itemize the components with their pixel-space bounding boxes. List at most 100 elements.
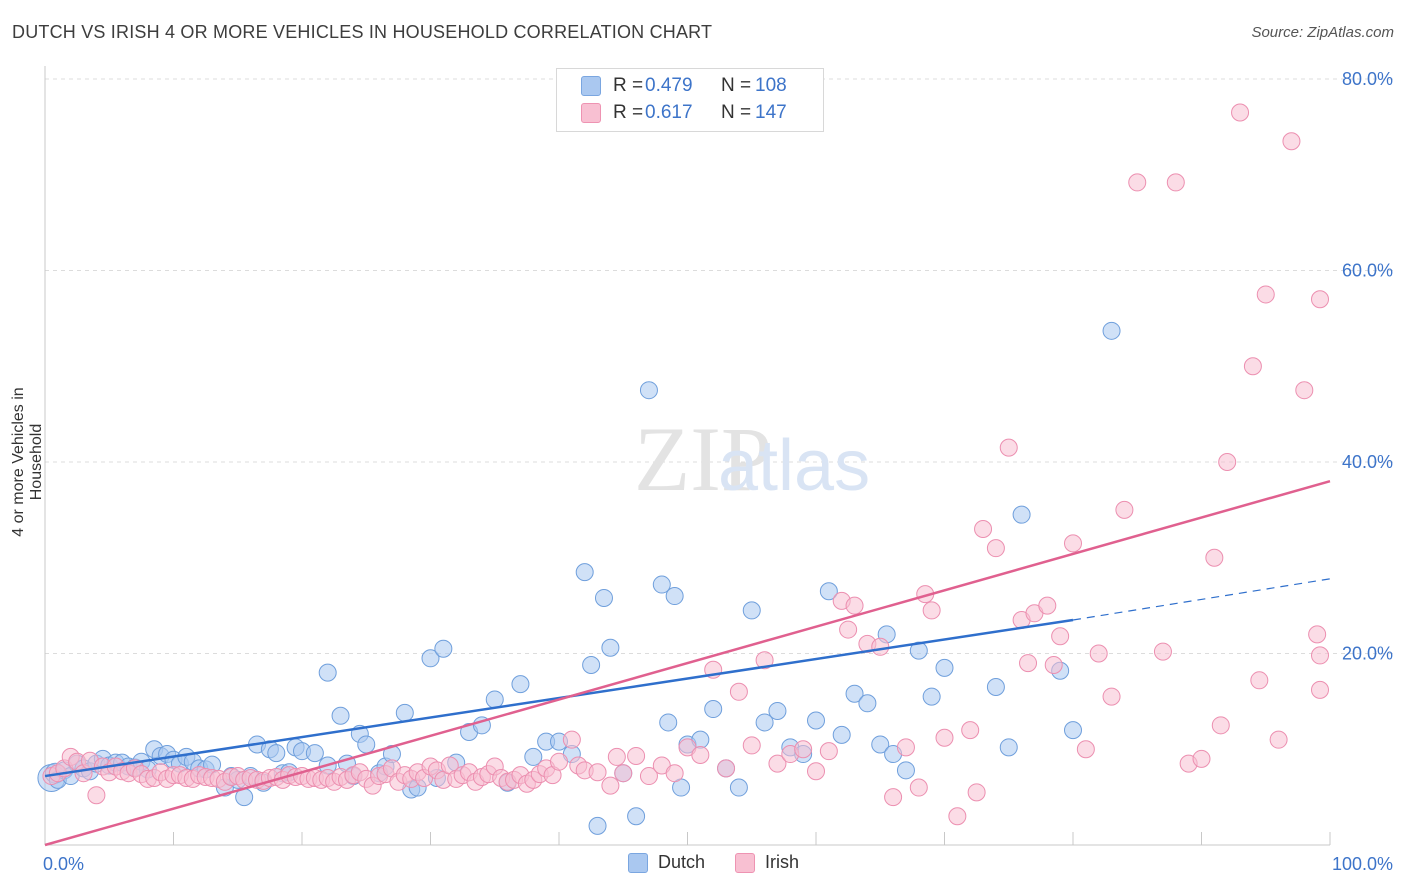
irish-point [729,682,748,701]
irish-point [87,786,106,805]
dutch-point [909,641,928,660]
legend-swatch-irish [581,103,601,123]
dutch-point [594,588,613,607]
dutch-point [305,744,324,763]
irish-point [691,745,710,764]
irish-point [839,620,858,639]
irish-point [896,738,915,757]
irish-point [550,752,568,771]
series-legend-irish[interactable]: Irish [735,852,799,873]
irish-point [755,651,774,670]
dutch-point [819,582,838,601]
legend-r-value: 0.617 [645,102,693,123]
legend-row-dutch: R = 0.479 N = 108 [581,74,787,98]
irish-point [1166,173,1185,192]
dutch-point [729,778,748,797]
dutch-point [1064,721,1082,740]
irish-point [1308,625,1327,644]
irish-point [948,807,967,826]
dutch-point [331,706,350,725]
legend-n-label: N = [721,102,752,123]
legend-r-value: 0.479 [645,75,693,96]
dutch-point [755,713,774,732]
irish-point [922,601,941,620]
chart-title: DUTCH VS IRISH 4 OR MORE VEHICLES IN HOU… [12,22,713,42]
irish-point [607,747,626,766]
watermark-zip: ZIP [634,408,772,510]
dutch-point [1102,321,1121,340]
legend-n-label: N = [721,75,752,96]
irish-point [871,637,890,656]
series-swatch-dutch [628,852,648,873]
dutch-point [858,694,877,713]
legend-n-value: 108 [755,75,787,96]
dutch-point [652,575,671,594]
irish-point [1205,548,1224,567]
dutch-point [896,761,915,780]
dutch-point [807,711,825,730]
irish-point [601,776,620,795]
dutch-point [434,639,453,658]
irish-point [1038,596,1057,615]
irish-point [845,596,864,615]
dutch-point [871,735,890,754]
irish-point [794,740,813,759]
irish-point [1115,500,1134,519]
irish-point [1044,655,1063,674]
legend-r-label: R = [613,75,644,96]
dutch-point [1012,505,1031,524]
dutch-point [421,649,440,668]
dutch-point [704,700,723,719]
irish-point [819,742,838,761]
irish-points [42,103,1329,826]
dutch-trend-line [44,618,1074,778]
axes [44,66,1331,846]
dutch-point [768,701,787,720]
irish-point [768,754,787,773]
y-tick-label: 40.0% [1342,452,1393,472]
tick-labels: 20.0% 40.0% 60.0% 80.0% 0.0% 100.0% [43,69,1393,874]
dutch-point [575,563,594,582]
dutch-point [601,638,620,657]
dutch-point [922,687,941,706]
watermark-atlas: atlas [718,426,870,506]
dutch-point [395,703,414,722]
irish-point [614,764,633,783]
dutch-point [845,684,864,703]
irish-point [884,788,903,807]
legend-r-label: R = [613,102,644,123]
irish-point [627,746,646,765]
dutch-point [524,747,543,766]
irish-point [562,730,581,749]
dutch-point [267,744,286,763]
irish-point [1089,644,1108,663]
correlation-legend: R = 0.479 N = 108 R = 0.617 N = 147 [556,68,824,132]
irish-point [909,778,928,797]
irish-point [1243,357,1262,376]
irish-point [1218,453,1237,471]
gridlines [45,78,1395,654]
irish-point [1102,687,1121,706]
irish-point [986,539,1005,558]
dutch-point [588,816,607,835]
x-tick-label: 0.0% [43,854,84,874]
irish-point [961,721,980,740]
irish-point [1311,680,1329,699]
irish-point [1250,671,1269,690]
irish-trend-line [44,479,1331,847]
irish-point [1256,285,1275,304]
dutch-point [935,658,954,677]
series-legend-dutch[interactable]: Dutch [628,852,705,873]
dutch-point [832,725,851,744]
dutch-point [639,381,658,400]
series-label-irish: Irish [765,852,800,872]
irish-point [1295,381,1314,400]
dutch-point [511,675,530,694]
irish-point [974,520,993,539]
irish-point [1051,627,1070,646]
dutch-point [485,690,504,709]
dutch-point [659,713,678,732]
irish-point [742,736,761,755]
y-tick-label: 20.0% [1342,644,1393,664]
